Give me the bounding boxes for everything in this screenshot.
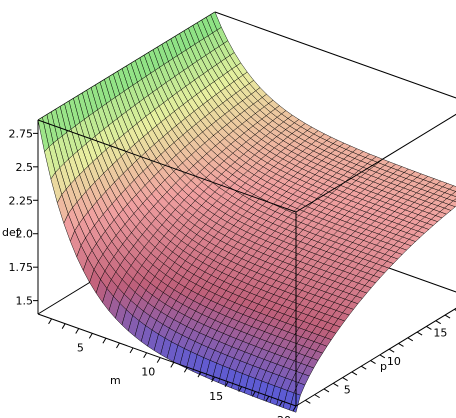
x-tick-mark [88,333,93,339]
x-tick-label: 10 [141,366,155,379]
box-edge-floor-right [295,307,456,407]
y-tick-mark [370,360,376,364]
z-tick-label: 1.75 [9,261,34,274]
y-tick-mark [454,308,456,311]
y-tick-mark [351,371,358,376]
box-edge-floor-front [37,313,297,407]
z-tick-label: 2.0 [16,228,34,241]
x-tick-mark [278,400,283,407]
x-tick-label: 20 [277,414,291,418]
x-tick-mark [75,328,80,334]
y-tick-label: 10 [387,355,401,368]
box-edge-top-right [295,113,456,213]
x-tick-mark [265,396,270,402]
y-tick-mark [379,354,386,359]
x-tick-mark [102,337,107,344]
y-tick-mark [342,377,348,382]
y-tick-label: 15 [433,326,447,339]
y-tick-mark [388,348,395,353]
surface-mesh [37,11,456,413]
y-tick-mark [398,343,404,347]
x-tick-mark [224,381,229,388]
x-tick-mark [292,405,297,412]
y-tick-mark [333,382,339,387]
y-tick-mark [426,325,432,330]
x-tick-mark [251,391,256,397]
box-edge-top-front [37,119,297,213]
y-tick-mark [407,337,414,342]
y-tick-mark [416,331,423,336]
y-tick-mark [314,394,320,399]
x-tick-label: 5 [77,341,84,354]
y-axis-title: p [380,360,387,373]
x-axis-title: m [110,374,121,387]
y-tick-mark [444,314,451,319]
x-tick-mark [197,371,202,378]
x-tick-mark [48,318,53,325]
x-tick-mark [129,347,134,354]
y-tick-label: 5 [344,383,351,396]
x-tick-mark [116,342,120,349]
box-edge-top-back [214,11,456,99]
x-tick-mark [156,357,161,363]
axis-ticks: 1.51.752.02.252.52.7551015205101520 [9,113,456,418]
z-tick-label: 2.5 [16,161,34,174]
y-tick-mark [360,365,367,370]
z-tick-label: 1.5 [16,295,34,308]
z-tick-label: 2.75 [9,127,34,140]
x-tick-mark [61,323,66,329]
surface-cell [289,392,301,413]
x-tick-mark [143,352,148,358]
x-tick-mark [238,386,243,392]
y-tick-mark [435,320,441,325]
z-tick-label: 2.25 [9,194,34,207]
y-tick-mark [323,388,330,393]
y-tick-mark [305,399,311,404]
z-axis-title: def [2,226,21,239]
x-tick-mark [170,362,175,368]
x-tick-label: 15 [209,390,223,403]
x-tick-mark [183,367,188,373]
x-tick-mark [211,376,215,383]
